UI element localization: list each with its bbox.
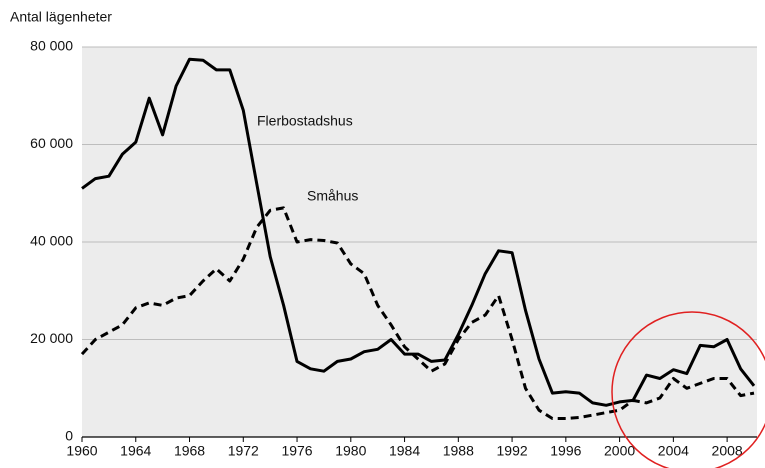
x-tick-label: 1992	[497, 443, 528, 459]
x-tick-label: 1988	[443, 443, 474, 459]
y-tick-label: 80 000	[30, 38, 73, 54]
y-tick-label: 60 000	[30, 135, 73, 151]
y-axis-label: Antal lägenheter	[10, 9, 112, 25]
series-line	[80, 206, 755, 420]
x-tick-label: 1976	[281, 443, 312, 459]
y-tick-label: 0	[65, 428, 73, 444]
series-label: Flerbostadshus	[257, 113, 353, 129]
x-tick-label: 1984	[389, 443, 420, 459]
x-tick-label: 1980	[335, 443, 366, 459]
x-tick-label: 1964	[120, 443, 151, 459]
y-tick-label: 40 000	[30, 233, 73, 249]
series-line	[81, 57, 756, 407]
x-tick-label: 2000	[604, 443, 635, 459]
x-tick-label: 1960	[66, 443, 97, 459]
x-tick-label: 2004	[658, 443, 689, 459]
series-label: Småhus	[307, 188, 358, 204]
y-tick-label: 20 000	[30, 330, 73, 346]
highlight-circle	[611, 311, 765, 468]
x-tick-label: 2008	[712, 443, 743, 459]
x-tick-label: 1996	[550, 443, 581, 459]
x-tick-label: 1968	[174, 443, 205, 459]
x-tick-label: 1972	[228, 443, 259, 459]
